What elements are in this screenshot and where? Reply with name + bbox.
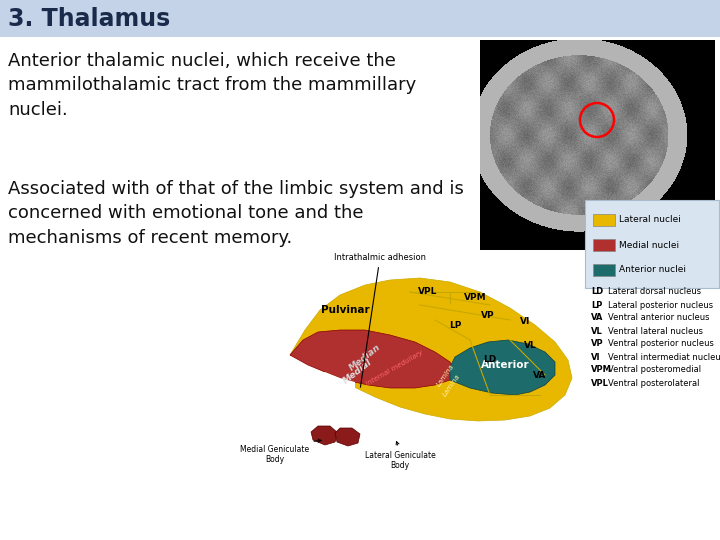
Text: Median: Median — [348, 343, 382, 373]
Text: LP: LP — [591, 300, 603, 309]
Text: Lateral Geniculate
Body: Lateral Geniculate Body — [364, 442, 436, 470]
Text: Associated with of that of the limbic system and is
concerned with emotional ton: Associated with of that of the limbic sy… — [8, 180, 464, 247]
Text: LD: LD — [591, 287, 603, 296]
Text: 3. Thalamus: 3. Thalamus — [8, 7, 170, 31]
Text: VPM: VPM — [591, 366, 612, 375]
Text: Ventral posteromedial: Ventral posteromedial — [608, 366, 701, 375]
FancyBboxPatch shape — [0, 0, 720, 37]
Text: Anterior thalamic nuclei, which receive the
mammilothalamic tract from the mammi: Anterior thalamic nuclei, which receive … — [8, 52, 416, 119]
Text: VL: VL — [591, 327, 603, 335]
Text: VPL: VPL — [418, 287, 438, 296]
Text: Ventral lateral nucleus: Ventral lateral nucleus — [608, 327, 703, 335]
Text: Ventral posterolateral: Ventral posterolateral — [608, 379, 700, 388]
Text: Lateral dorsal nucleus: Lateral dorsal nucleus — [608, 287, 701, 296]
Text: VP: VP — [591, 340, 603, 348]
Text: Lamina: Lamina — [436, 363, 456, 387]
Text: Lamina: Lamina — [442, 373, 462, 397]
Polygon shape — [290, 330, 455, 388]
Polygon shape — [450, 340, 555, 395]
FancyBboxPatch shape — [480, 40, 715, 250]
Text: Ventral anterior nucleus: Ventral anterior nucleus — [608, 314, 709, 322]
Text: VL: VL — [523, 341, 536, 349]
Text: Intrathalmic adhesion: Intrathalmic adhesion — [334, 253, 426, 387]
Text: VPM: VPM — [464, 293, 486, 301]
FancyBboxPatch shape — [593, 264, 615, 276]
FancyBboxPatch shape — [585, 200, 719, 288]
Text: Medial Geniculate
Body: Medial Geniculate Body — [240, 439, 321, 464]
Text: Anterior nuclei: Anterior nuclei — [619, 266, 686, 274]
Polygon shape — [290, 278, 572, 421]
Text: VI: VI — [591, 353, 600, 361]
Text: VI: VI — [520, 318, 530, 327]
FancyBboxPatch shape — [593, 239, 615, 251]
Text: VPL: VPL — [591, 379, 609, 388]
Text: Medial nuclei: Medial nuclei — [619, 240, 679, 249]
Text: Medial: Medial — [342, 358, 374, 386]
Text: VA: VA — [591, 314, 603, 322]
Polygon shape — [335, 428, 360, 446]
Text: LD: LD — [483, 355, 497, 364]
Text: VP: VP — [481, 310, 495, 320]
Polygon shape — [315, 372, 355, 390]
Text: Lateral nuclei: Lateral nuclei — [619, 215, 681, 225]
FancyBboxPatch shape — [593, 214, 615, 226]
Text: Internal medullary: Internal medullary — [365, 349, 425, 387]
Text: Ventral intermediat nucleus: Ventral intermediat nucleus — [608, 353, 720, 361]
Text: Anterior: Anterior — [481, 360, 529, 370]
Text: LP: LP — [449, 321, 462, 329]
Text: Pulvinar: Pulvinar — [320, 305, 369, 315]
Text: Ventral posterior nucleus: Ventral posterior nucleus — [608, 340, 714, 348]
Text: Lateral posterior nucleus: Lateral posterior nucleus — [608, 300, 713, 309]
Polygon shape — [311, 426, 338, 445]
Text: VA: VA — [534, 370, 546, 380]
